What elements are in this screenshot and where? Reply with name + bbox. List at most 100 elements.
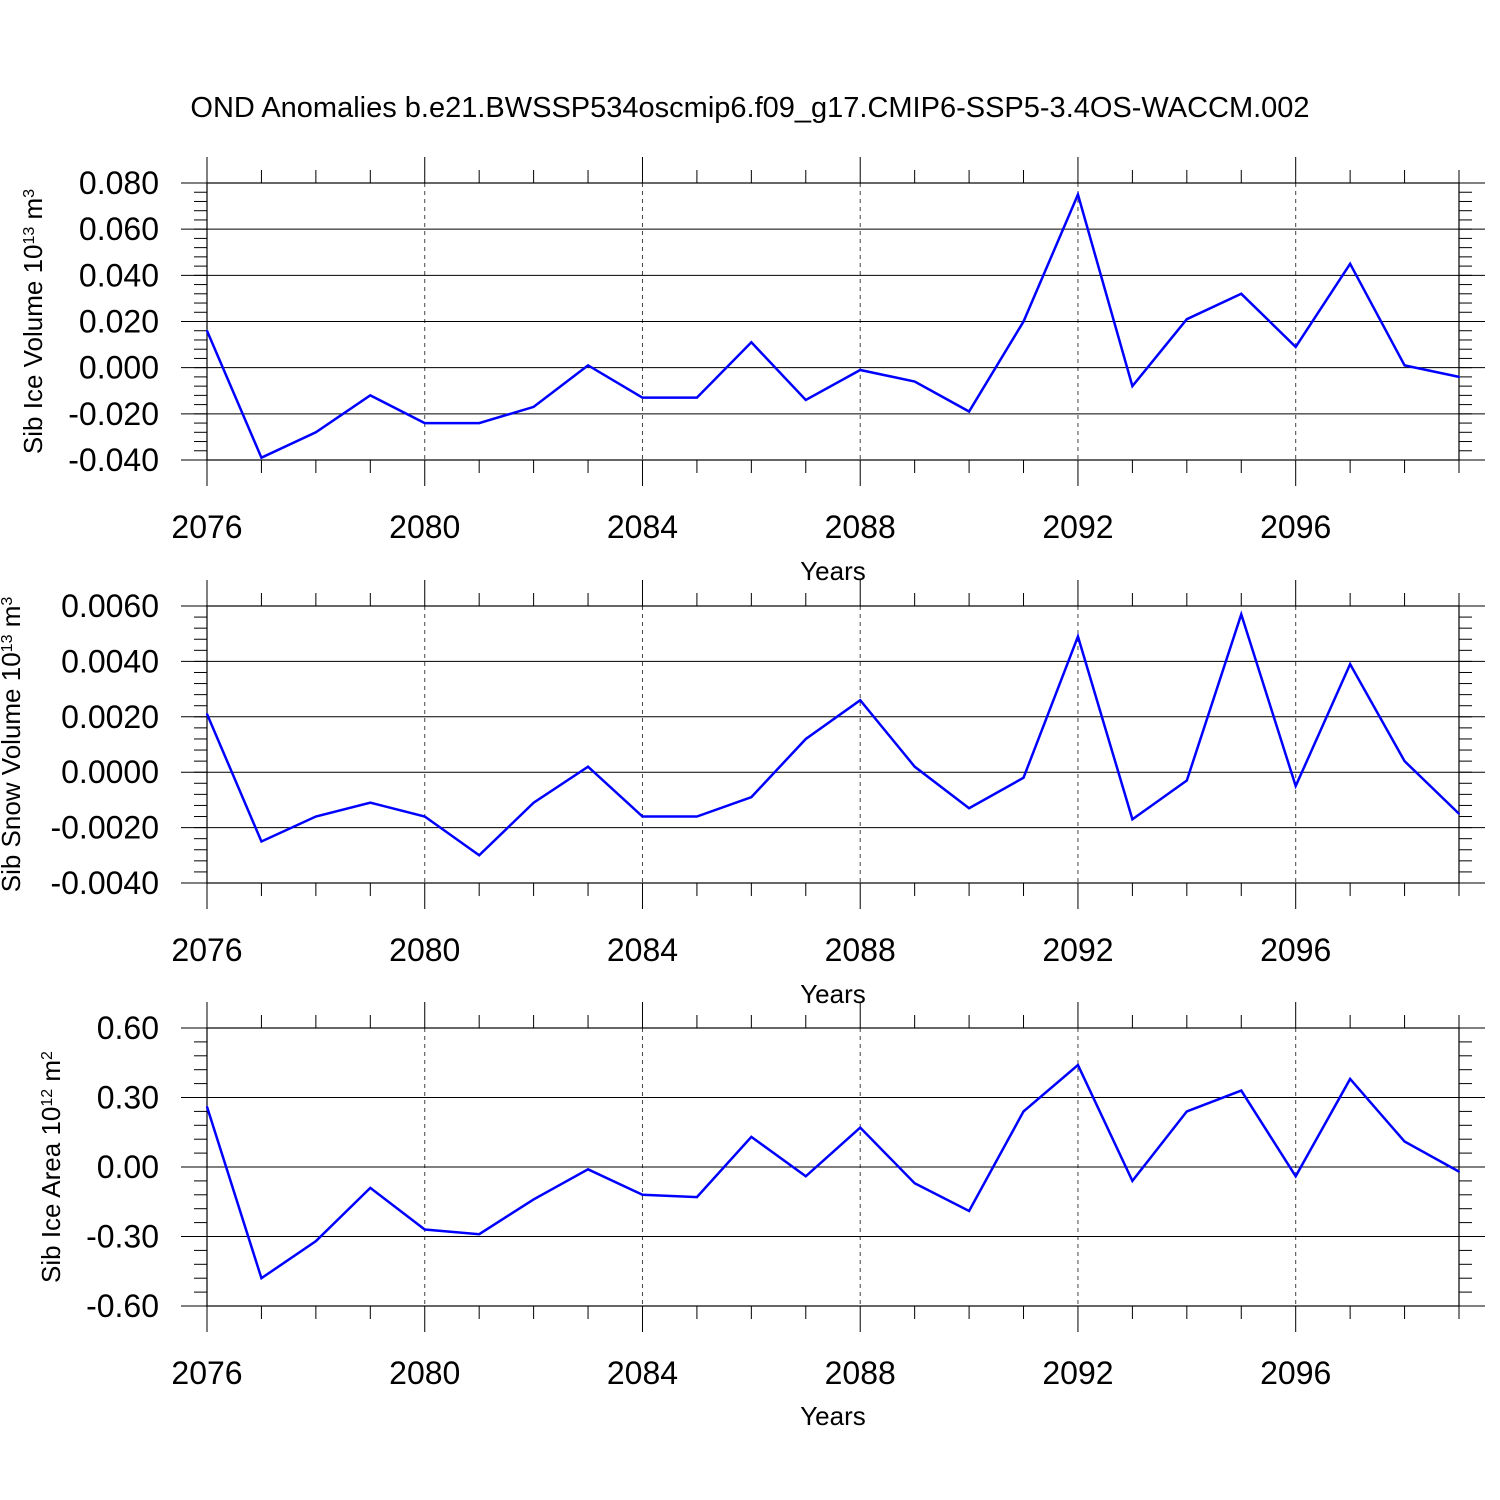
- data-point: [1131, 818, 1134, 821]
- data-point: [641, 815, 644, 818]
- data-point: [913, 1182, 916, 1185]
- series-line: [205, 1063, 1460, 1281]
- data-point: [1131, 1179, 1134, 1182]
- data-point: [478, 422, 481, 425]
- x-tick-label: 2096: [1260, 1355, 1331, 1391]
- data-point: [369, 1186, 372, 1189]
- y-tick-label: 0.060: [79, 211, 159, 247]
- data-point: [1403, 760, 1406, 763]
- data-point: [260, 456, 263, 459]
- data-point: [1076, 193, 1079, 196]
- data-point: [1185, 318, 1188, 321]
- data-point: [695, 396, 698, 399]
- data-point: [913, 380, 916, 383]
- data-point: [478, 1233, 481, 1236]
- panel-3: 2076 2080 2084 2088 2092 2096 0.60 0.30 0.00 -0.3…: [36, 1002, 1485, 1431]
- data-point: [587, 1168, 590, 1171]
- data-point: [1294, 1175, 1297, 1178]
- data-point: [532, 801, 535, 804]
- data-point: [695, 1196, 698, 1199]
- data-point: [968, 807, 971, 810]
- y-tick-label: 0.0040: [61, 643, 159, 679]
- x-tick-label: 2076: [171, 932, 242, 968]
- data-point: [804, 398, 807, 401]
- data-point: [1294, 345, 1297, 348]
- x-tick-label: 2080: [389, 1355, 460, 1391]
- chart-title: OND Anomalies b.e21.BWSSP534oscmip6.f09_…: [190, 92, 1310, 124]
- y-tick-label: -0.0020: [50, 810, 159, 846]
- data-point: [1240, 613, 1243, 616]
- y-tick-label: 0.0020: [61, 699, 159, 735]
- data-point: [1294, 785, 1297, 788]
- data-point: [1240, 1089, 1243, 1092]
- y-tick-label: -0.30: [86, 1219, 159, 1255]
- x-tick-label: 2088: [825, 1355, 896, 1391]
- data-point: [1131, 385, 1134, 388]
- y-tick-label: 0.0060: [61, 588, 159, 624]
- data-point: [859, 699, 862, 702]
- data-point: [750, 1135, 753, 1138]
- data-point: [859, 368, 862, 371]
- x-tick-label: 2076: [171, 1355, 242, 1391]
- data-point: [1458, 1170, 1460, 1173]
- data-point: [369, 394, 372, 397]
- data-point: [968, 1210, 971, 1213]
- x-tick-label: 2088: [825, 509, 896, 545]
- y-tick-label: 0.040: [79, 257, 159, 293]
- data-point: [1403, 1140, 1406, 1143]
- data-point: [1403, 364, 1406, 367]
- data-point: [804, 737, 807, 740]
- y-tick-label: 0.000: [79, 350, 159, 386]
- data-point: [1458, 812, 1460, 815]
- data-point: [1349, 663, 1352, 666]
- data-point: [369, 801, 372, 804]
- data-point: [423, 422, 426, 425]
- data-point: [1458, 375, 1460, 378]
- data-point: [260, 1277, 263, 1280]
- data-point: [206, 713, 208, 716]
- y-axis-label: Sib Ice Area 1012 m2: [36, 1051, 66, 1283]
- series-line: [205, 190, 1460, 460]
- y-tick-label: -0.040: [68, 442, 159, 478]
- data-point: [1240, 292, 1243, 295]
- data-point: [260, 840, 263, 843]
- data-point: [1185, 1110, 1188, 1113]
- y-tick-label: -0.020: [68, 396, 159, 432]
- series-line: [205, 610, 1460, 857]
- x-axis-label: Years: [800, 979, 866, 1009]
- data-point: [314, 815, 317, 818]
- data-point: [750, 796, 753, 799]
- y-tick-label: 0.020: [79, 304, 159, 340]
- data-point: [587, 364, 590, 367]
- y-tick-label: 0.00: [97, 1149, 159, 1185]
- y-axis-label: Sib Ice Volume 1013 m3: [18, 189, 48, 454]
- x-tick-label: 2096: [1260, 932, 1331, 968]
- x-tick-label: 2080: [389, 509, 460, 545]
- data-point: [968, 410, 971, 413]
- data-point: [1022, 320, 1025, 323]
- y-tick-label: 0.60: [97, 1010, 159, 1046]
- y-tick-label: 0.30: [97, 1080, 159, 1116]
- y-tick-label: -0.60: [86, 1288, 159, 1324]
- x-tick-label: 2076: [171, 509, 242, 545]
- data-point: [423, 815, 426, 818]
- x-tick-label: 2092: [1042, 509, 1113, 545]
- panel-1: 2076 2080 2084 2088 2092 2096 0.080 0.060 0.040 0…: [18, 157, 1485, 586]
- y-axis-label: Sib Snow Volume 1013 m3: [0, 597, 26, 893]
- y-tick-label: 0.0000: [61, 754, 159, 790]
- x-tick-label: 2092: [1042, 932, 1113, 968]
- data-point: [1022, 776, 1025, 779]
- x-tick-label: 2092: [1042, 1355, 1113, 1391]
- data-point: [532, 405, 535, 408]
- x-axis-label: Years: [800, 556, 866, 586]
- data-point: [206, 1105, 208, 1108]
- y-tick-label: 0.080: [79, 165, 159, 201]
- data-point: [1185, 779, 1188, 782]
- data-point: [750, 341, 753, 344]
- data-point: [1349, 1077, 1352, 1080]
- data-point: [206, 329, 208, 332]
- x-axis-label: Years: [800, 1401, 866, 1431]
- data-point: [423, 1228, 426, 1231]
- data-point: [1022, 1110, 1025, 1113]
